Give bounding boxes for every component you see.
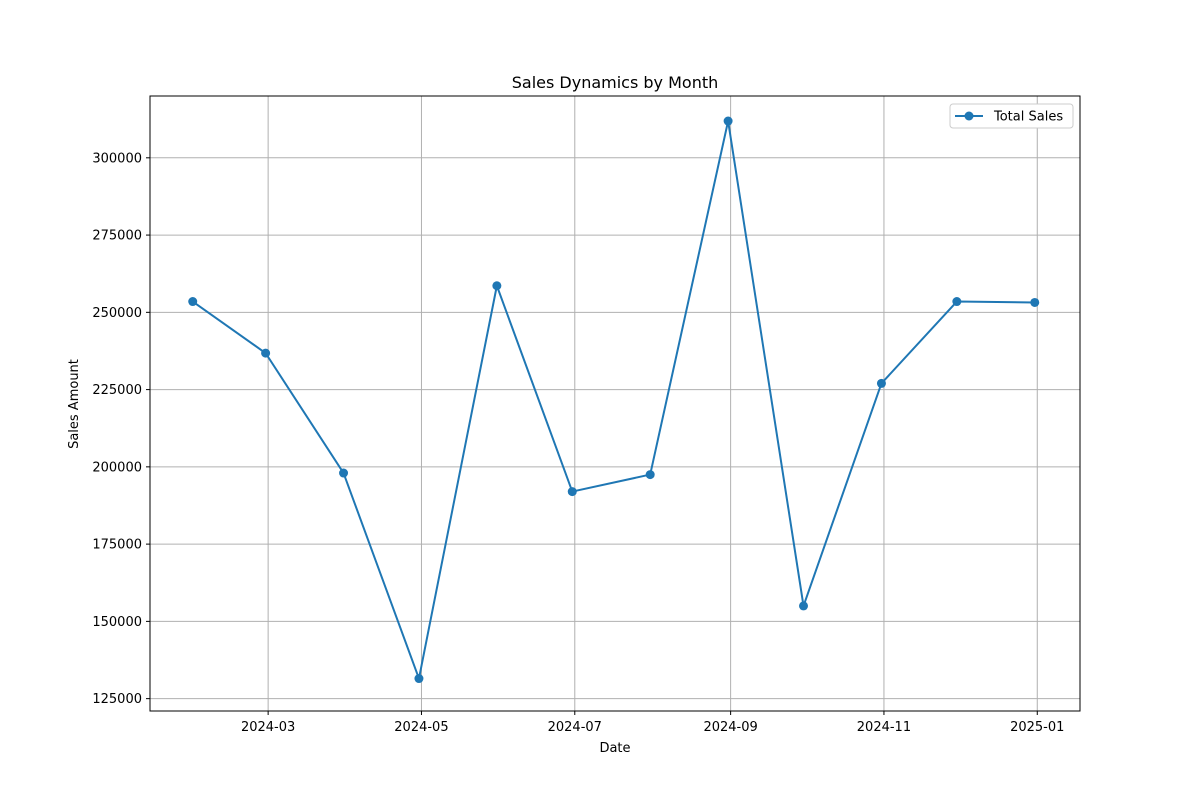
data-point — [567, 487, 577, 497]
y-tick-label: 200000 — [92, 460, 142, 475]
x-axis-ticks: 2024-03 2024-05 2024-07 2024-09 2024-11 2025-… — [241, 711, 1064, 735]
data-point — [188, 297, 198, 307]
plot-area-frame — [149, 95, 1081, 712]
grid-lines — [150, 96, 1080, 711]
y-tick-label: 225000 — [92, 383, 142, 398]
x-tick-label: 2024-11 — [857, 720, 911, 735]
y-tick-label: 250000 — [92, 306, 142, 321]
y-tick-label: 125000 — [92, 692, 142, 707]
data-point — [876, 378, 886, 388]
y-tick-label: 300000 — [92, 151, 142, 166]
legend: Total Sales — [949, 103, 1074, 129]
data-point — [1030, 297, 1040, 307]
data-point — [339, 468, 349, 478]
chart-title: Sales Dynamics by Month — [512, 73, 719, 92]
y-tick-label: 150000 — [92, 615, 142, 630]
x-axis-label: Date — [599, 741, 630, 756]
data-point — [261, 348, 271, 358]
data-point — [723, 116, 733, 126]
y-tick-label: 275000 — [92, 229, 142, 244]
data-point — [414, 674, 424, 684]
legend-box — [949, 103, 1074, 129]
legend-marker-total-sales — [964, 111, 974, 121]
y-axis-label: Sales Amount — [67, 359, 82, 449]
y-tick-label: 175000 — [92, 538, 142, 553]
legend-label-total-sales: Total Sales — [993, 110, 1063, 125]
x-tick-label: 2024-03 — [241, 720, 295, 735]
x-tick-label: 2024-05 — [394, 720, 448, 735]
x-tick-label: 2025-01 — [1010, 720, 1064, 735]
x-tick-label: 2024-09 — [703, 720, 757, 735]
series-layer — [188, 116, 1040, 684]
series-line-total-sales — [192, 120, 1035, 680]
x-tick-label: 2024-07 — [548, 720, 602, 735]
data-point — [492, 281, 502, 291]
data-point — [952, 297, 962, 307]
data-point — [645, 470, 655, 480]
y-axis-ticks: 125000 150000 175000 200000 225000 250000 2750… — [92, 151, 150, 707]
data-point — [799, 601, 809, 611]
